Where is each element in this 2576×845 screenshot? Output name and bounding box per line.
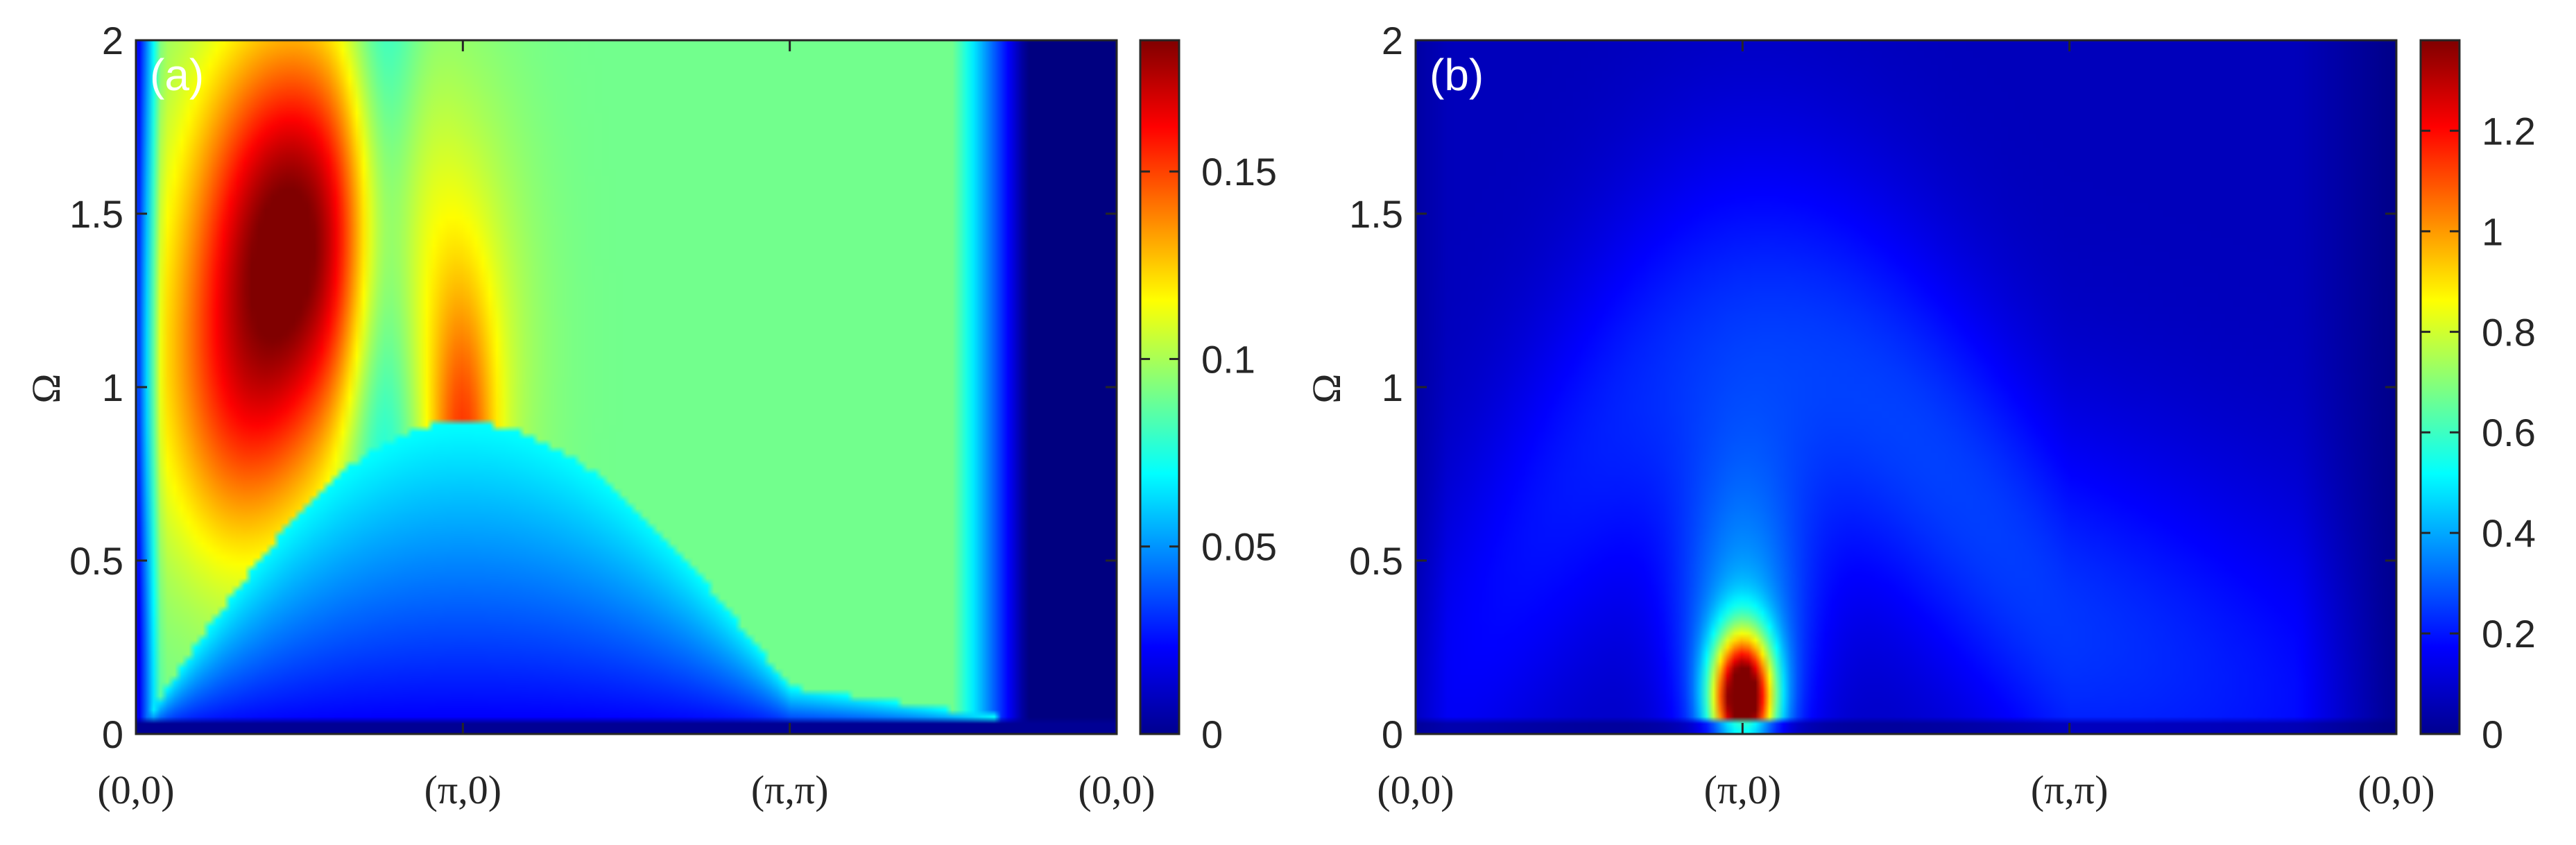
- xtick-label: (0,0): [1078, 767, 1155, 812]
- colorbar-b: [2419, 39, 2461, 735]
- colorbar-tick-label: 1: [2482, 210, 2503, 253]
- colorbar-tick-label: 0.05: [1201, 525, 1277, 569]
- colorbar-tick-label: 0.2: [2482, 612, 2536, 656]
- xticks-b: (0,0) (π,0) (π,π) (0,0): [1377, 40, 2435, 812]
- colorbar-a: [1139, 39, 1180, 735]
- colorbar-tick-label: 0.8: [2482, 310, 2536, 354]
- colorbar-tick-label: 0: [1201, 712, 1223, 756]
- yticks-b: 0 0.5 1 1.5 2: [1349, 19, 2396, 756]
- colorbar-b-ticks: 0 0.2 0.4 0.6 0.8 1 1.2: [2421, 109, 2536, 756]
- ylabel-b: Ω: [1304, 373, 1349, 403]
- ytick-label: 1.5: [69, 192, 123, 236]
- panel-a: (a) Ω 0 0.5 1 1.5 2 (0,0) (π,0) (π,π) (0,0) 0 0.…: [24, 19, 1277, 812]
- heatmap-b-image: [1416, 40, 2396, 734]
- heatmap-a-image: [136, 40, 1117, 734]
- xtick-label: (0,0): [1377, 767, 1454, 812]
- colorbar-tick-label: 0.6: [2482, 411, 2536, 454]
- ytick-label: 0: [102, 712, 123, 756]
- ytick-label: 0.5: [1349, 539, 1403, 583]
- colorbar-tick-label: 0.1: [1201, 337, 1255, 381]
- ytick-label: 0.5: [69, 539, 123, 583]
- panel-label-b: (b): [1429, 50, 1484, 100]
- heatmap-b: [1416, 40, 2396, 734]
- colorbar-tick-label: 1.2: [2482, 109, 2536, 153]
- xticks-a: (0,0) (π,0) (π,π) (0,0): [97, 40, 1156, 812]
- yticks-a: 0 0.5 1 1.5 2: [69, 19, 1117, 756]
- ytick-label: 1: [102, 366, 123, 409]
- ytick-label: 0: [1382, 712, 1403, 756]
- colorbar-tick-label: 0: [2482, 712, 2503, 756]
- xtick-label: (π,π): [751, 767, 829, 812]
- heatmap-a: [136, 40, 1117, 734]
- colorbar-a-ticks: 0 0.05 0.1 0.15: [1140, 150, 1277, 756]
- ytick-label: 2: [102, 19, 123, 62]
- ytick-label: 1: [1382, 366, 1403, 409]
- xtick-label: (0,0): [2358, 767, 2435, 812]
- xtick-label: (π,0): [424, 767, 501, 812]
- xtick-label: (π,π): [2031, 767, 2109, 812]
- xtick-label: (0,0): [97, 767, 174, 812]
- ylabel-a: Ω: [24, 373, 69, 403]
- ytick-label: 1.5: [1349, 192, 1403, 236]
- colorbar-tick-label: 0.4: [2482, 511, 2536, 555]
- ytick-label: 2: [1382, 19, 1403, 62]
- xtick-label: (π,0): [1704, 767, 1781, 812]
- panel-b: (b) Ω 0 0.5 1 1.5 2 (0,0) (π,0) (π,π) (0,0) 0 0.…: [1304, 19, 2536, 812]
- panel-label-a: (a): [150, 50, 204, 100]
- colorbar-tick-label: 0.15: [1201, 150, 1277, 194]
